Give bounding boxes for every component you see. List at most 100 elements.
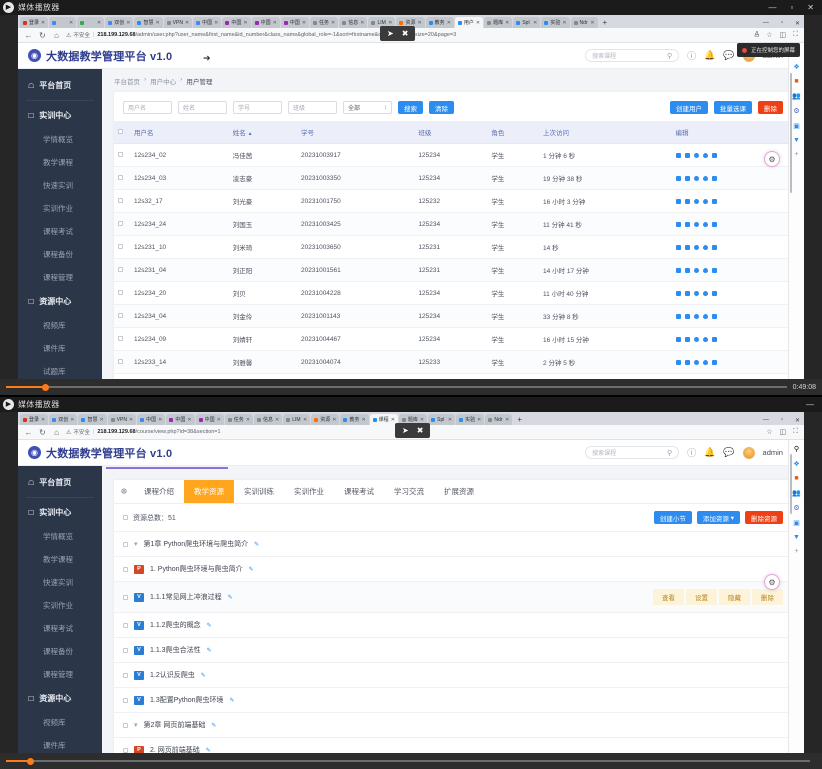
browser-tab[interactable]: LIM ✕ (368, 17, 396, 28)
tab-close-icon[interactable]: ✕ (303, 416, 308, 423)
table-row[interactable]: 12s234_09 刘婧轩 20231004467 125234 学生 16 小时 15 … (114, 327, 792, 351)
sidebar-item-视频库[interactable]: 视频库 (43, 321, 66, 330)
tab-学习交流[interactable]: 学习交流 (394, 487, 424, 496)
page-scrollbar[interactable] (790, 73, 792, 193)
row-checkbox[interactable] (118, 289, 123, 295)
table-row[interactable]: 12s234_24 刘国玉 20231003425 125234 学生 11 分钟 41 … (114, 212, 792, 236)
page-scrollbar-2[interactable] (790, 454, 792, 514)
table-row[interactable]: 12s32_17 刘光豪 20231001750 125232 学生 16 小时 3 分钟 (114, 189, 792, 213)
column-role[interactable]: 角色 (487, 121, 540, 144)
minimize-button[interactable]: — (768, 3, 777, 12)
table-row[interactable]: 12s234_20 刘贝 20231004228 125234 学生 11 小时 40 分… (114, 281, 792, 305)
sidebar-group-实训中心[interactable]: ☐ 实训中心 (18, 103, 102, 128)
tab-扩展资源[interactable]: 扩展资源 (444, 487, 474, 496)
new-tab-button[interactable]: + (602, 18, 608, 27)
delete-resource-button[interactable]: 删除资源 (745, 511, 783, 524)
address-bar[interactable]: ⚠ 不安全 | 218.199.129.68/admin/user.php?us… (66, 30, 744, 41)
browser-tab[interactable]: VPN ✕ (163, 17, 193, 28)
browser-tab[interactable]: 任务 ✕ (310, 17, 339, 28)
browser-tab[interactable]: Ndr ✕ (570, 17, 598, 28)
tab-close-icon[interactable]: ✕ (533, 19, 538, 26)
book-icon[interactable] (684, 152, 690, 158)
tab-close-icon[interactable]: ✕ (562, 19, 567, 26)
message-icon[interactable]: 💬 (723, 50, 735, 60)
row-checkbox[interactable] (118, 243, 123, 249)
download-icon[interactable]: ▼ (793, 137, 800, 144)
settings-icon[interactable] (675, 244, 681, 250)
resource-select-all-checkbox[interactable] (123, 515, 128, 520)
browser-tab[interactable]: 用户 ✕ (454, 17, 484, 28)
add-icon-2[interactable]: + (794, 548, 799, 555)
chevron-down-icon[interactable]: ▾ (134, 722, 138, 729)
browser-tab[interactable]: Spl ✕ (428, 414, 456, 425)
resource-row[interactable]: V 1.1.2爬虫的概念 ✎ (114, 612, 792, 637)
action-查看[interactable]: 查看 (653, 589, 684, 605)
sidebar-item-实训作业[interactable]: 实训作业 (43, 601, 73, 610)
tab-close-icon[interactable]: ✕ (245, 416, 251, 423)
sidebar-item-教学课程[interactable]: 教学课程 (43, 555, 73, 564)
browser-tab[interactable]: 智慧 ✕ (134, 17, 163, 28)
book-icon[interactable] (684, 244, 690, 250)
tab-close-icon[interactable]: ✕ (419, 416, 425, 423)
filter-role-select[interactable]: 全部 ↕ (343, 101, 392, 114)
screen-control-bubble-2[interactable]: ➤ ✖ (395, 423, 431, 438)
resource-row[interactable]: V 1.3配置Python爬虫环境 ✎ (114, 687, 792, 712)
browser-tab[interactable]: LIM ✕ (283, 414, 311, 425)
people-icon[interactable]: 👥 (792, 93, 801, 100)
column-last-access[interactable]: 上次访问 (539, 121, 672, 144)
sidebar-group-资源中心[interactable]: ☐ 资源中心 (18, 289, 102, 314)
screen-control-bubble[interactable]: ➤ ✖ (380, 26, 416, 41)
course-search-input-2[interactable]: 搜索课程 ⚲ (585, 446, 680, 459)
action-隐藏[interactable]: 隐藏 (719, 589, 750, 605)
sidebar-item-学情概览[interactable]: 学情概览 (43, 135, 73, 144)
settings-icon[interactable] (675, 290, 681, 296)
tab-close-icon[interactable]: ✕ (332, 416, 337, 423)
book-icon[interactable] (684, 221, 690, 227)
sidebar-item-教学课程[interactable]: 教学课程 (43, 158, 73, 167)
table-row[interactable]: 12s234_02 冯佳茜 20231003917 125234 学生 1 分钟 6 秒 (114, 143, 792, 167)
browser-tab[interactable]: 中国 ✕ (195, 414, 224, 425)
tab-课程介绍[interactable]: 课程介绍 (144, 487, 174, 496)
sidebar-item-课程管理[interactable]: 课程管理 (43, 670, 73, 679)
resource-checkbox[interactable] (123, 697, 128, 703)
tab-close-icon[interactable]: ✕ (158, 416, 163, 423)
table-row[interactable]: 12s234_04 刘金伶 20231001143 125234 学生 33 分钟 8 秒 (114, 304, 792, 328)
tab-close-icon[interactable]: ✕ (187, 416, 192, 423)
browser-tab[interactable]: 智慧 ✕ (78, 414, 107, 425)
tab-close-icon[interactable]: ✕ (70, 416, 75, 423)
create-user-button[interactable]: 创建用户 (670, 101, 708, 114)
stop-control-icon[interactable]: ✖ (401, 29, 409, 38)
settings-icon[interactable] (675, 267, 681, 273)
settings-icon[interactable]: ⚙ (793, 108, 800, 115)
back-button[interactable]: ← (24, 30, 33, 40)
browser-tab[interactable]: 任务 ✕ (224, 414, 254, 425)
bookmark-icon-2[interactable]: ❖ (793, 461, 800, 468)
download-icon-2[interactable]: ▼ (793, 534, 800, 541)
breadcrumb-item[interactable]: 平台首页 (114, 79, 140, 86)
row-checkbox[interactable] (118, 358, 123, 364)
browser-tab[interactable]: 中国 ✕ (137, 414, 166, 425)
message-icon-2[interactable]: 💬 (723, 447, 735, 457)
search-icon-2[interactable]: ⚲ (666, 449, 673, 457)
delete-button[interactable]: 删除 (758, 101, 783, 114)
book-icon[interactable] (684, 267, 690, 273)
action-设置[interactable]: 设置 (686, 589, 717, 605)
edit-pencil-icon[interactable]: ✎ (211, 722, 217, 729)
eye-icon[interactable] (702, 359, 708, 365)
resource-row[interactable]: V 1.1.3爬虫合法性 ✎ (114, 637, 792, 662)
help-icon[interactable]: ⓘ (687, 51, 697, 61)
browser-close-button[interactable]: ✕ (794, 21, 800, 27)
resource-row[interactable]: ▾ 第2章 网页前端基础 ✎ (114, 712, 792, 737)
tab-close-icon[interactable]: ✕ (361, 416, 366, 423)
sidebar-item-课程备份[interactable]: 课程备份 (43, 250, 73, 259)
tab-close-icon[interactable]: ✕ (475, 19, 481, 26)
resource-row[interactable]: P 2. 网页前端基础 ✎ (114, 737, 792, 762)
browser-maximize-button-2[interactable]: ▫ (780, 417, 783, 423)
edit-pencil-icon[interactable]: ✎ (229, 697, 235, 704)
settings-icon[interactable] (675, 198, 681, 204)
tab-close-icon[interactable]: ✕ (69, 19, 74, 26)
edit-pencil-icon[interactable]: ✎ (205, 747, 211, 754)
resource-checkbox[interactable] (123, 566, 128, 572)
tab-close-icon[interactable]: ✕ (216, 416, 221, 423)
reload-button[interactable]: ↻ (39, 30, 46, 40)
